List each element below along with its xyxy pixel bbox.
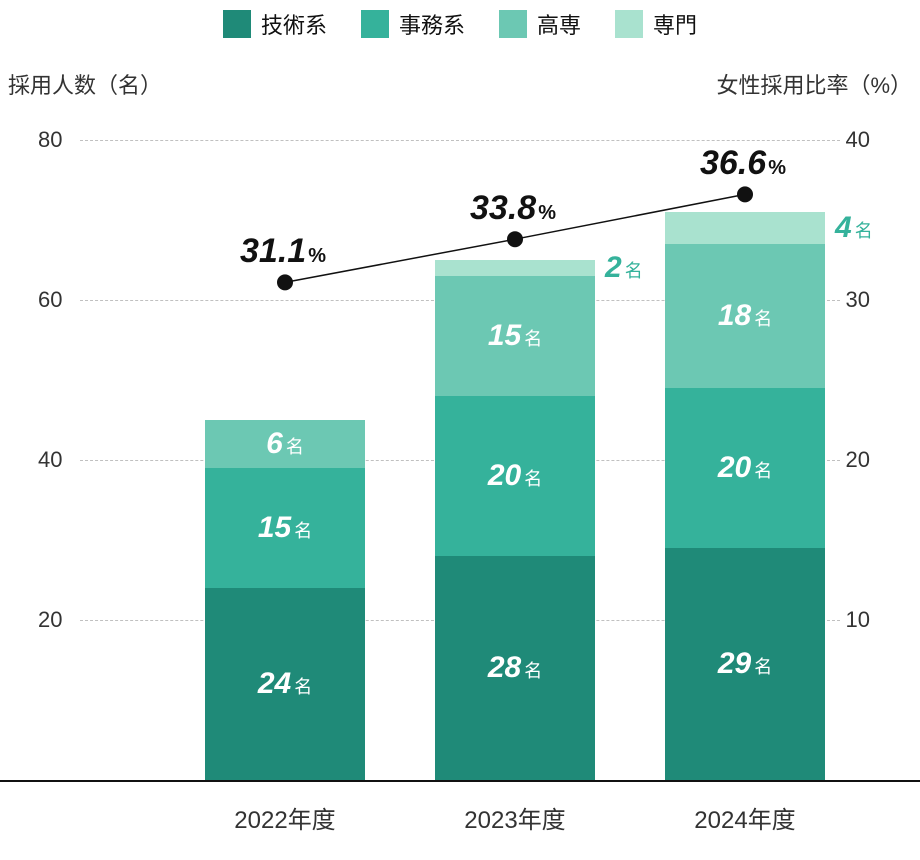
line-chart-svg bbox=[140, 100, 440, 250]
plot-area: 29名20名18名4名2024年度28名20名15名2名2023年度24名15名… bbox=[140, 100, 780, 780]
pct-label: 36.6% bbox=[700, 144, 786, 183]
legend-label: 専門 bbox=[653, 8, 697, 40]
bar-segment: 15名 bbox=[205, 468, 365, 588]
legend-swatch bbox=[223, 10, 251, 38]
category-label: 2022年度 bbox=[205, 780, 365, 835]
legend-label: 技術系 bbox=[261, 8, 327, 40]
bar-segment: 15名 bbox=[435, 276, 595, 396]
line-marker bbox=[507, 231, 523, 247]
bar-value-label: 15名 bbox=[258, 511, 312, 545]
bar-value-label: 28名 bbox=[488, 651, 542, 685]
line-marker bbox=[737, 186, 753, 202]
legend-item: 高専 bbox=[499, 8, 581, 40]
category-label: 2023年度 bbox=[435, 780, 595, 835]
legend-label: 高専 bbox=[537, 8, 581, 40]
legend: 技術系 事務系 高専 専門 bbox=[0, 8, 920, 40]
left-tick-label: 60 bbox=[38, 287, 62, 313]
legend-item: 事務系 bbox=[361, 8, 465, 40]
legend-item: 技術系 bbox=[223, 8, 327, 40]
line-marker bbox=[277, 274, 293, 290]
bar-group: 29名20名18名4名2024年度 bbox=[665, 212, 825, 780]
bar-segment: 18名 bbox=[665, 244, 825, 388]
bar-segment: 2名 bbox=[435, 260, 595, 276]
bar-value-label: 2名 bbox=[595, 251, 643, 285]
bar-segment: 24名 bbox=[205, 588, 365, 780]
left-tick-label: 20 bbox=[38, 607, 62, 633]
category-label: 2024年度 bbox=[665, 780, 825, 835]
legend-swatch bbox=[615, 10, 643, 38]
right-tick-label: 20 bbox=[846, 447, 870, 473]
legend-swatch bbox=[361, 10, 389, 38]
pct-label: 31.1% bbox=[240, 232, 326, 271]
bar-segment: 4名 bbox=[665, 212, 825, 244]
right-tick-label: 40 bbox=[846, 127, 870, 153]
bar-value-label: 4名 bbox=[825, 211, 873, 245]
bar-segment: 28名 bbox=[435, 556, 595, 780]
legend-label: 事務系 bbox=[399, 8, 465, 40]
bar-value-label: 20名 bbox=[718, 451, 772, 485]
bar-value-label: 20名 bbox=[488, 459, 542, 493]
right-axis-title: 女性採用比率（%） bbox=[716, 68, 912, 100]
bar-value-label: 15名 bbox=[488, 319, 542, 353]
right-tick-label: 10 bbox=[846, 607, 870, 633]
right-tick-label: 30 bbox=[846, 287, 870, 313]
legend-swatch bbox=[499, 10, 527, 38]
bar-group: 24名15名6名2022年度 bbox=[205, 420, 365, 780]
bar-value-label: 29名 bbox=[718, 647, 772, 681]
bar-segment: 6名 bbox=[205, 420, 365, 468]
bar-value-label: 24名 bbox=[258, 667, 312, 701]
left-axis-title: 採用人数（名） bbox=[8, 68, 162, 100]
bar-segment: 20名 bbox=[435, 396, 595, 556]
bar-segment: 20名 bbox=[665, 388, 825, 548]
legend-item: 専門 bbox=[615, 8, 697, 40]
hiring-chart: 技術系 事務系 高専 専門 採用人数（名） 女性採用比率（%） 20 10 40 20… bbox=[0, 0, 920, 860]
left-tick-label: 80 bbox=[38, 127, 62, 153]
left-tick-label: 40 bbox=[38, 447, 62, 473]
bar-value-label: 6名 bbox=[266, 427, 304, 461]
bar-value-label: 18名 bbox=[718, 299, 772, 333]
bar-segment: 29名 bbox=[665, 548, 825, 780]
pct-label: 33.8% bbox=[470, 189, 556, 228]
bar-group: 28名20名15名2名2023年度 bbox=[435, 260, 595, 780]
